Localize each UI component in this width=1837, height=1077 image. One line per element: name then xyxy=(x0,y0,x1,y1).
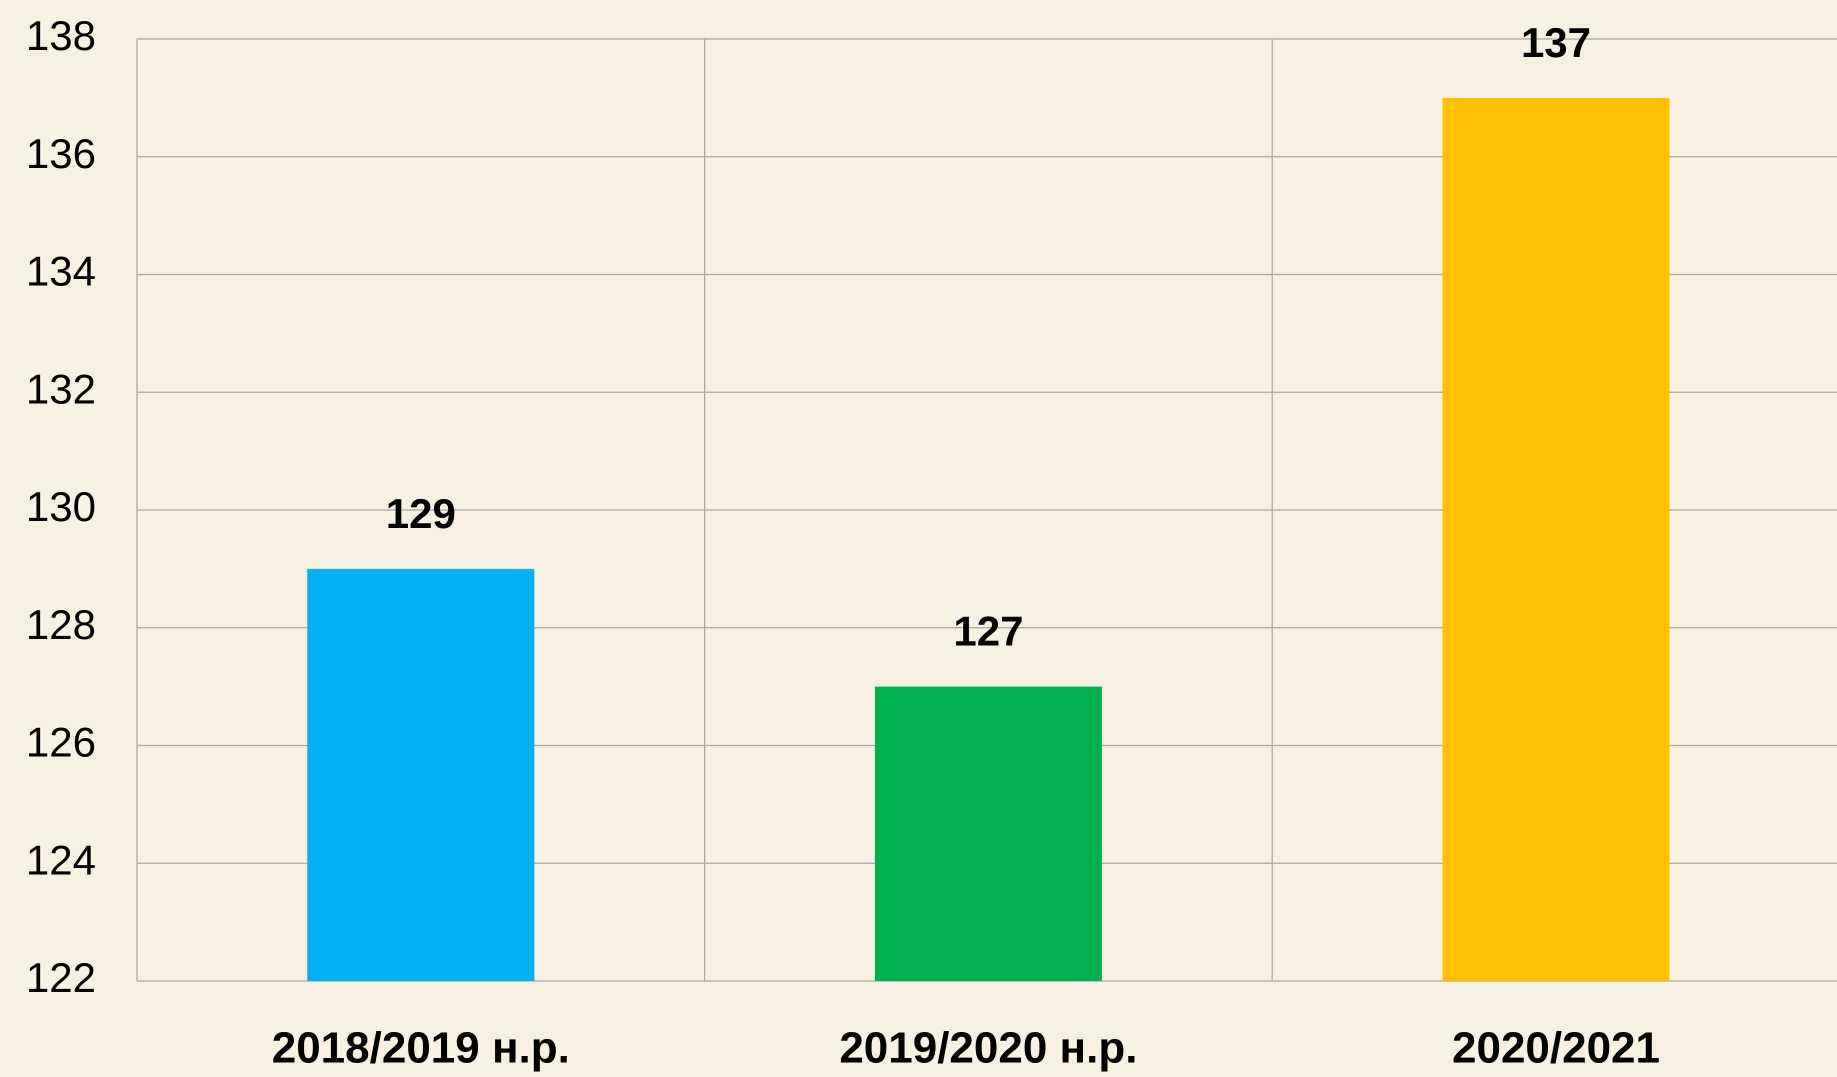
bar xyxy=(1442,97,1670,981)
bar xyxy=(874,686,1102,981)
bar xyxy=(307,568,535,981)
y-tick-label: 126 xyxy=(26,719,96,766)
y-tick-label: 124 xyxy=(26,836,96,883)
x-tick-label: 2018/2019 н.р. xyxy=(272,1024,570,1073)
y-tick-label: 130 xyxy=(26,483,96,530)
y-tick-label: 122 xyxy=(26,954,96,1001)
y-tick-label: 138 xyxy=(26,12,96,59)
x-tick-label: 2020/2021 xyxy=(1452,1024,1660,1073)
y-tick-label: 136 xyxy=(26,130,96,177)
data-label: 127 xyxy=(953,608,1023,655)
data-label: 137 xyxy=(1521,19,1591,66)
x-tick-label: 2019/2020 н.р. xyxy=(839,1024,1137,1073)
y-tick-label: 134 xyxy=(26,248,96,295)
data-label: 129 xyxy=(386,490,456,537)
y-tick-label: 128 xyxy=(26,601,96,648)
y-tick-label: 132 xyxy=(26,365,96,412)
